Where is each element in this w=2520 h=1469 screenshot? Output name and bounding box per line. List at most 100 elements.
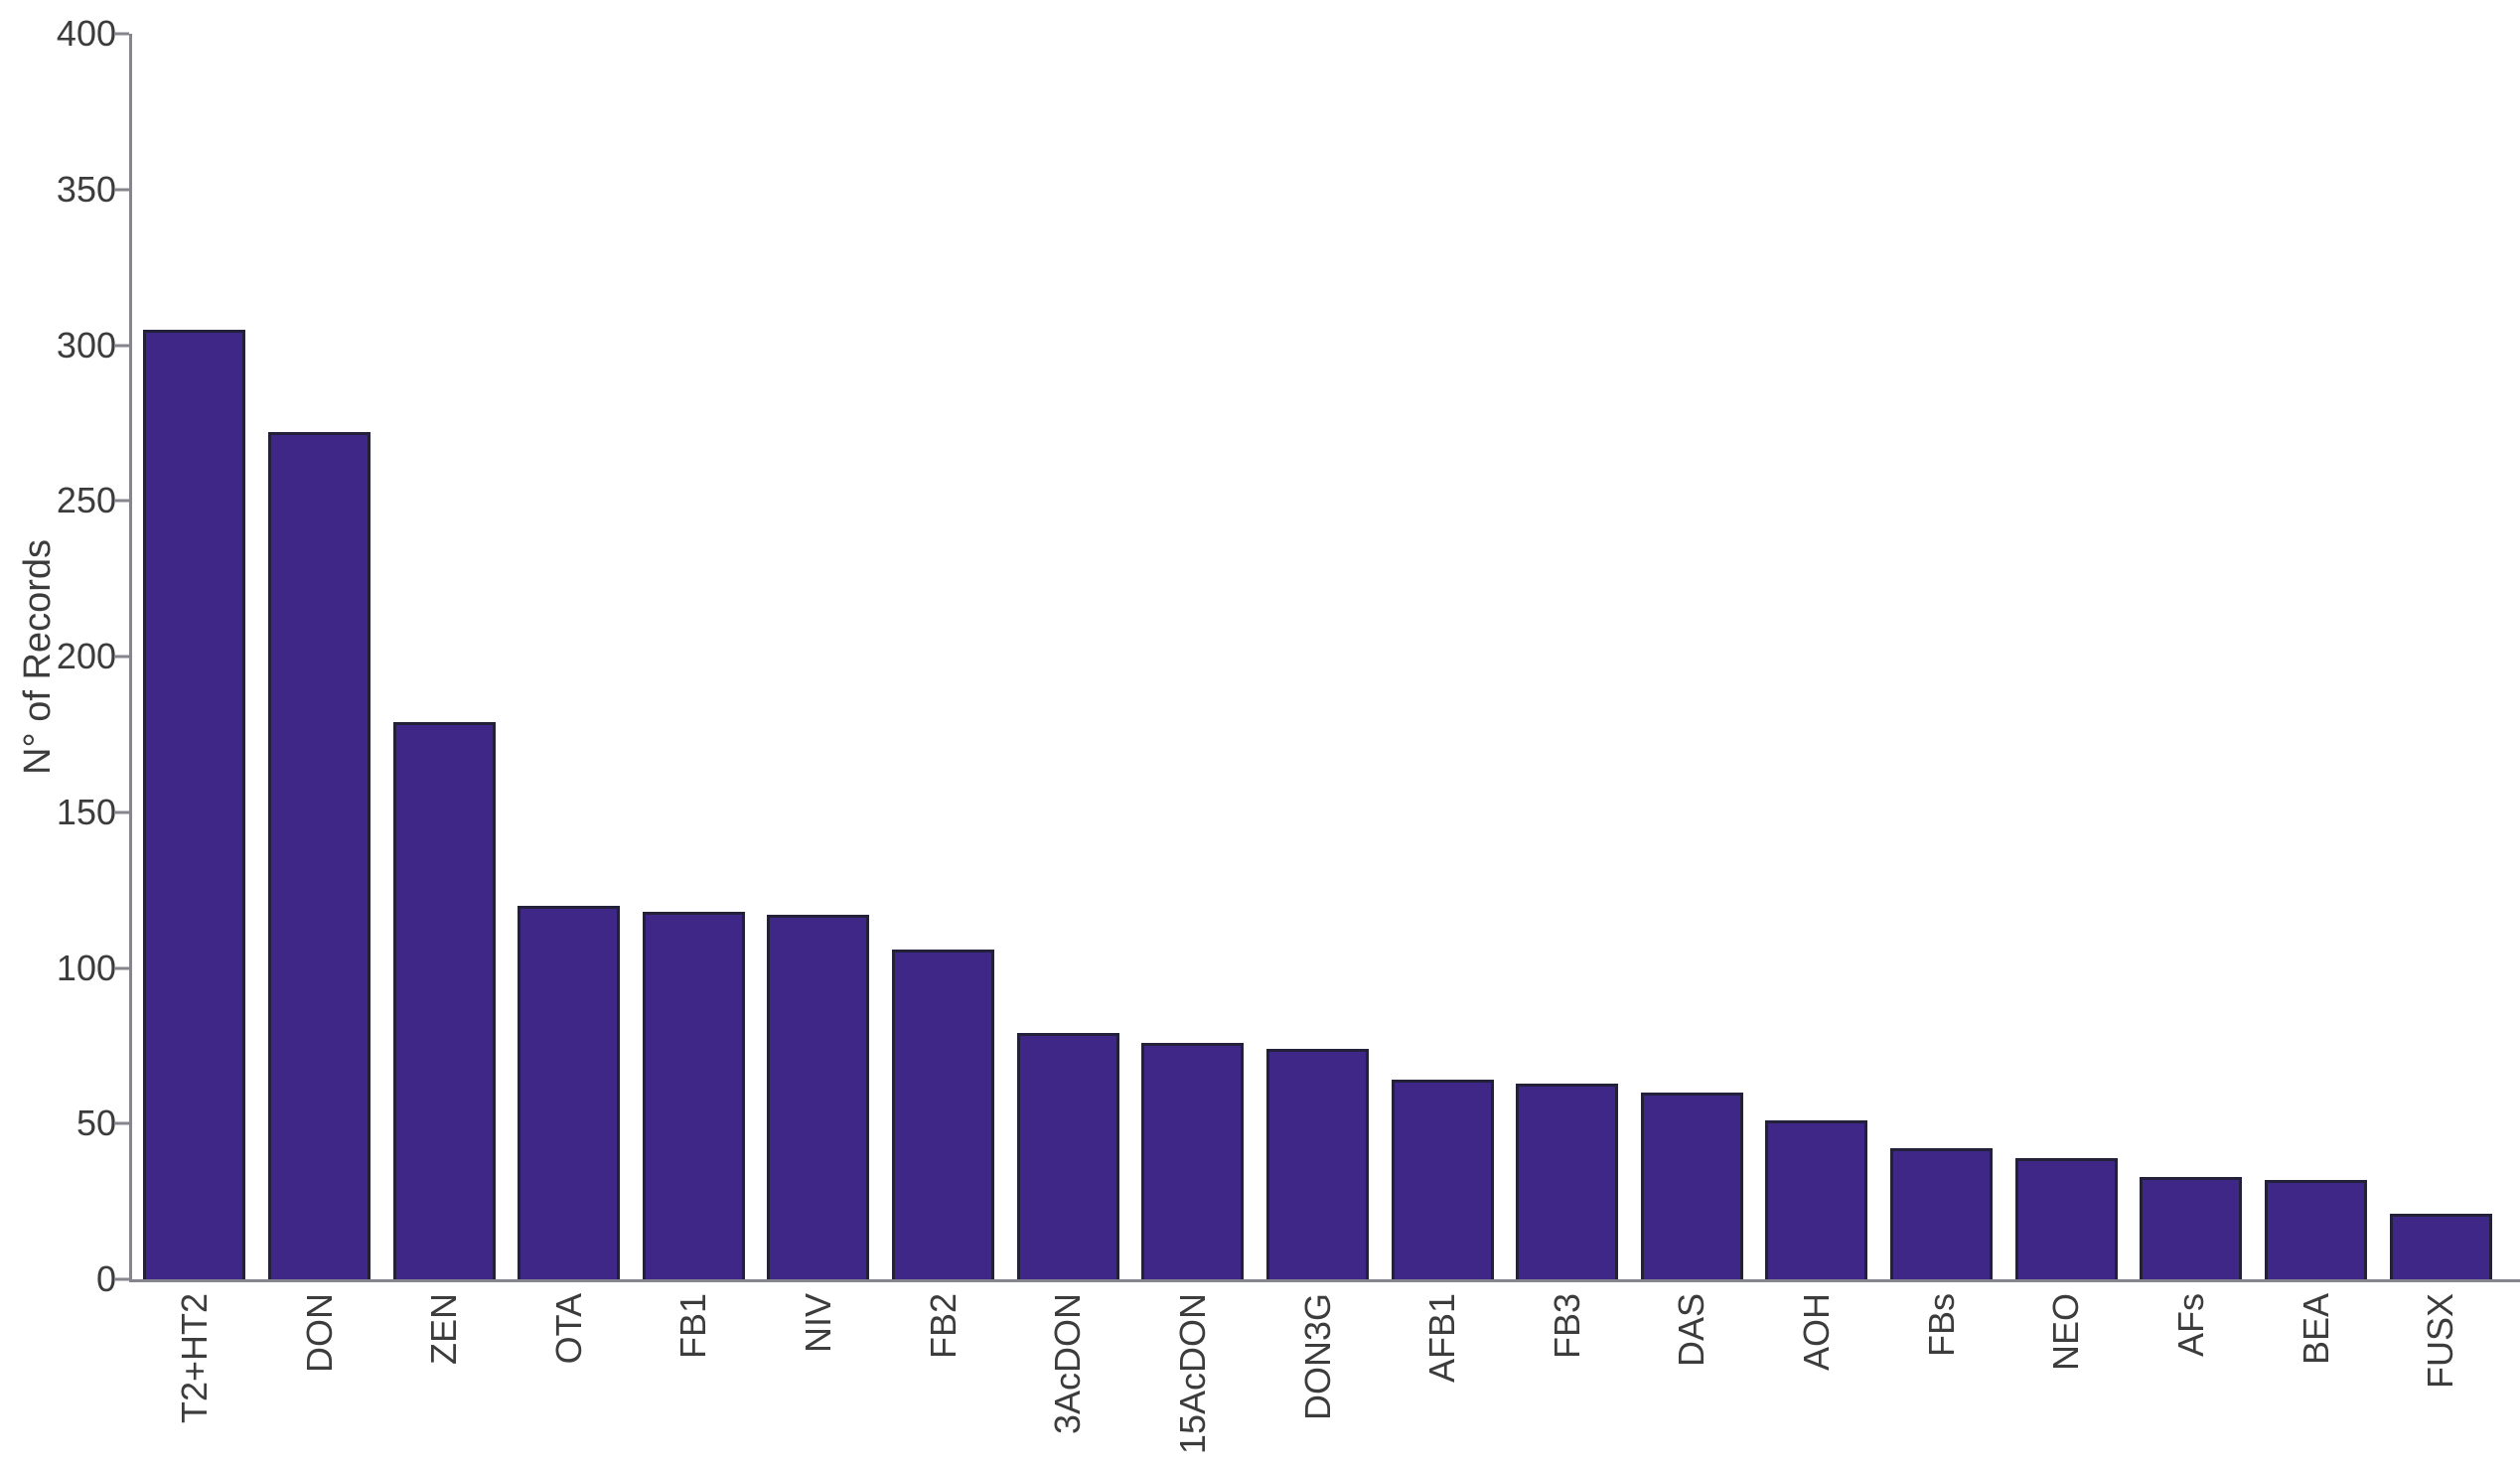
x-label-slot: FUSX xyxy=(2378,1293,2503,1454)
bar-FB2 xyxy=(892,949,995,1279)
bar-slot xyxy=(756,34,881,1279)
x-label-slot: FB1 xyxy=(632,1293,757,1454)
y-tick-mark xyxy=(115,1121,129,1125)
x-label-slot: NIV xyxy=(756,1293,881,1454)
y-tick-label: 0 xyxy=(95,1258,116,1299)
x-label-slot: 15AcDON xyxy=(1130,1293,1256,1454)
x-tick-label-FB3: FB3 xyxy=(1546,1293,1587,1360)
x-tick-label-NIV: NIV xyxy=(798,1293,839,1354)
bars-container xyxy=(132,34,2503,1279)
bar-FBs xyxy=(1890,1148,1994,1279)
bar-slot xyxy=(1005,34,1130,1279)
bar-slot xyxy=(2254,34,2379,1279)
bar-slot xyxy=(257,34,382,1279)
x-label-slot: DON xyxy=(257,1293,382,1454)
y-tick-label: 350 xyxy=(56,168,116,210)
x-tick-label-BEA: BEA xyxy=(2295,1293,2336,1366)
bar-slot xyxy=(1879,34,2004,1279)
y-tick-mark xyxy=(115,966,129,969)
y-tick-label: 400 xyxy=(56,13,116,54)
x-label-slot: ZEN xyxy=(381,1293,507,1454)
y-tick-mark xyxy=(115,810,129,814)
x-label-slot: BEA xyxy=(2254,1293,2379,1454)
bar-slot xyxy=(507,34,632,1279)
bar-NIV xyxy=(767,915,870,1279)
y-tick-label: 300 xyxy=(56,324,116,366)
x-tick-label-FBs: FBs xyxy=(1920,1293,1962,1358)
bar-slot xyxy=(381,34,507,1279)
x-label-slot: OTA xyxy=(507,1293,632,1454)
bar-NEO xyxy=(2014,1157,2118,1279)
x-label-slot: FB2 xyxy=(881,1293,1006,1454)
x-tick-label-DON: DON xyxy=(298,1293,340,1373)
bar-slot xyxy=(1754,34,1879,1279)
x-label-slot: DON3G xyxy=(1256,1293,1381,1454)
y-tick-label: 50 xyxy=(75,1102,116,1144)
y-tick-mark xyxy=(115,344,129,347)
bar-slot xyxy=(1505,34,1630,1279)
x-tick-label-AOH: AOH xyxy=(1796,1293,1838,1372)
bar-T2+HT2 xyxy=(143,329,246,1279)
x-label-slot: DAS xyxy=(1630,1293,1755,1454)
bar-slot xyxy=(2378,34,2503,1279)
bar-AOH xyxy=(1765,1120,1868,1279)
bar-AFs xyxy=(2140,1176,2243,1279)
x-tick-label-OTA: OTA xyxy=(547,1293,589,1365)
x-tick-label-15AcDON: 15AcDON xyxy=(1171,1293,1213,1455)
bar-slot xyxy=(132,34,257,1279)
bar-DON xyxy=(267,432,371,1279)
y-axis-title: N° of Records xyxy=(17,538,59,775)
bar-slot xyxy=(1380,34,1505,1279)
x-label-slot: FBs xyxy=(1879,1293,2004,1454)
x-tick-label-3AcDON: 3AcDON xyxy=(1047,1293,1089,1435)
bar-BEA xyxy=(2264,1179,2367,1279)
x-tick-label-ZEN: ZEN xyxy=(423,1293,465,1365)
x-tick-label-DAS: DAS xyxy=(1671,1293,1712,1368)
y-tick-mark xyxy=(115,499,129,503)
y-tick-mark xyxy=(115,188,129,192)
bar-DON3G xyxy=(1265,1049,1369,1279)
x-label-slot: 3AcDON xyxy=(1005,1293,1130,1454)
bar-ZEN xyxy=(392,721,496,1279)
x-tick-label-FUSX: FUSX xyxy=(2420,1293,2461,1390)
y-tick-label: 100 xyxy=(56,947,116,988)
x-label-slot: AFs xyxy=(2129,1293,2254,1454)
bar-slot xyxy=(1130,34,1256,1279)
x-tick-label-T2+HT2: T2+HT2 xyxy=(173,1293,215,1424)
bar-slot xyxy=(2003,34,2129,1279)
bar-AFB1 xyxy=(1391,1080,1494,1279)
y-tick-mark xyxy=(115,655,129,659)
x-tick-label-NEO: NEO xyxy=(2045,1293,2087,1372)
x-label-slot: NEO xyxy=(2003,1293,2129,1454)
x-label-slot: AFB1 xyxy=(1380,1293,1505,1454)
bar-slot xyxy=(1630,34,1755,1279)
y-tick-mark xyxy=(115,1277,129,1281)
x-tick-label-FB1: FB1 xyxy=(672,1293,714,1360)
y-axis-line xyxy=(129,34,132,1279)
bar-slot xyxy=(1256,34,1381,1279)
x-axis-labels: T2+HT2 DON ZEN OTA FB1 NIV FB2 3AcDON 15AcDON DON… xyxy=(132,1293,2503,1454)
bar-FUSX xyxy=(2389,1214,2492,1279)
y-tick-label: 250 xyxy=(56,480,116,521)
x-tick-label-AFs: AFs xyxy=(2169,1293,2211,1358)
x-axis-line xyxy=(129,1279,2520,1282)
bar-DAS xyxy=(1640,1092,1743,1279)
y-tick-mark xyxy=(115,32,129,36)
x-label-slot: T2+HT2 xyxy=(132,1293,257,1454)
x-tick-label-AFB1: AFB1 xyxy=(1421,1293,1463,1384)
bar-15AcDON xyxy=(1141,1042,1245,1279)
x-label-slot: FB3 xyxy=(1505,1293,1630,1454)
x-tick-label-FB2: FB2 xyxy=(922,1293,964,1360)
bar-OTA xyxy=(518,905,621,1279)
bar-FB1 xyxy=(642,912,745,1279)
bar-slot xyxy=(2129,34,2254,1279)
bar-3AcDON xyxy=(1016,1033,1119,1279)
bar-slot xyxy=(632,34,757,1279)
x-tick-label-DON3G: DON3G xyxy=(1296,1293,1338,1421)
y-tick-label: 200 xyxy=(56,636,116,676)
y-tick-label: 150 xyxy=(56,791,116,832)
plot-area: 0 50 100 150 200 250 300 350 400 T2+HT2 DON ZEN OTA… xyxy=(57,16,2520,1454)
bar-slot xyxy=(881,34,1006,1279)
x-label-slot: AOH xyxy=(1754,1293,1879,1454)
